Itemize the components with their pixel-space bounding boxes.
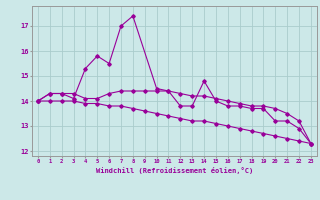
X-axis label: Windchill (Refroidissement éolien,°C): Windchill (Refroidissement éolien,°C)	[96, 167, 253, 174]
